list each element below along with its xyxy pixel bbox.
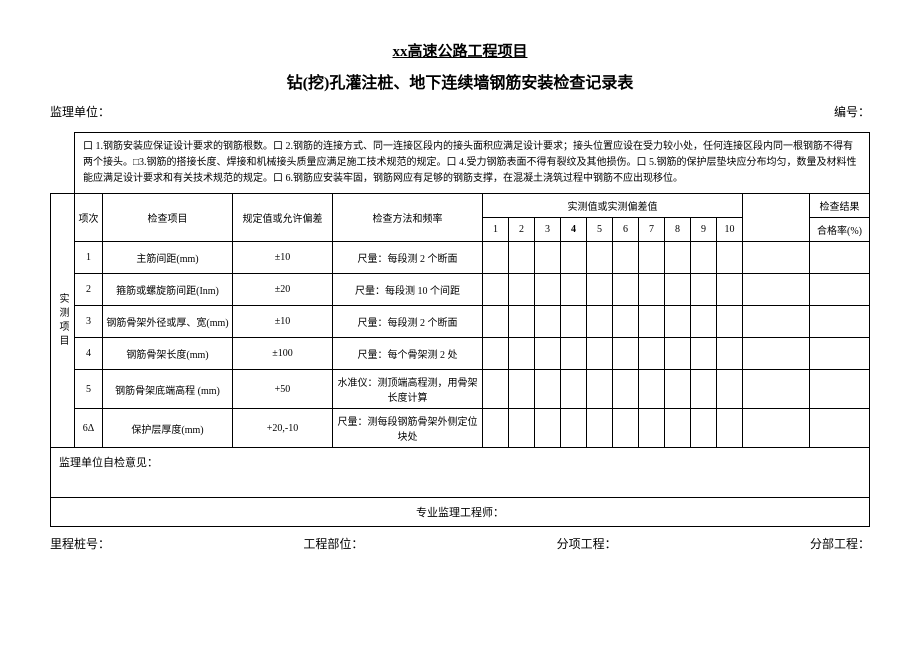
header-row: 监理单位： 编号： bbox=[50, 103, 870, 120]
project-title: xx高速公路工程项目 bbox=[50, 40, 870, 61]
col-3: 3 bbox=[535, 218, 561, 242]
table-row: 3钢筋骨架外径或厚、宽(mm)±10尺量：每段测 2 个断面 bbox=[51, 306, 870, 338]
self-check-cell: 监理单位自检意见： bbox=[51, 448, 870, 498]
col-result: 检查结果 bbox=[810, 194, 870, 218]
table-row: 6Δ保护层厚度(mm)+20,-10尺量：测每段钢筋骨架外侧定位块处 bbox=[51, 409, 870, 448]
supervisor-label: 监理单位： bbox=[50, 103, 110, 120]
table-row: 2箍筋或螺旋筋间距(Inm)±20尺量：每段测 10 个间距 bbox=[51, 274, 870, 306]
table-row: 5钢筋骨架底端高程 (mm)+50水准仪：测顶端高程测，用骨架长度计算 bbox=[51, 370, 870, 409]
col-9: 9 bbox=[691, 218, 717, 242]
vertical-label: 实测项目 bbox=[51, 194, 75, 448]
col-6: 6 bbox=[613, 218, 639, 242]
form-title: 钻(挖)孔灌注桩、地下连续墙钢筋安装检查记录表 bbox=[50, 69, 870, 93]
inspection-table: 口 1.钢筋安装应保证设计要求的钢筋根数。口 2.钢筋的连接方式、同一连接区段内… bbox=[50, 132, 870, 527]
col-4: 4 bbox=[561, 218, 587, 242]
signature-cell: 专业监理工程师： bbox=[51, 498, 870, 527]
col-method: 检查方法和频率 bbox=[333, 194, 483, 242]
footer-div: 分部工程： bbox=[810, 535, 870, 552]
col-1: 1 bbox=[483, 218, 509, 242]
table-row: 4钢筋骨架长度(mm)±100尺量：每个骨架测 2 处 bbox=[51, 338, 870, 370]
col-7: 7 bbox=[639, 218, 665, 242]
notes-cell: 口 1.钢筋安装应保证设计要求的钢筋根数。口 2.钢筋的连接方式、同一连接区段内… bbox=[75, 133, 870, 194]
col-2: 2 bbox=[509, 218, 535, 242]
footer-sub: 分项工程： bbox=[557, 535, 617, 552]
col-tolerance: 规定值或允许偏差 bbox=[233, 194, 333, 242]
col-8: 8 bbox=[665, 218, 691, 242]
col-measured: 实测值或实测偏差值 bbox=[483, 194, 743, 218]
col-seq: 项次 bbox=[75, 194, 103, 242]
footer-mileage: 里程桩号： bbox=[50, 535, 110, 552]
col-5: 5 bbox=[587, 218, 613, 242]
footer-row: 里程桩号： 工程部位： 分项工程： 分部工程： bbox=[50, 535, 870, 552]
table-row: 1主筋间距(mm)±10尺量：每段测 2 个断面 bbox=[51, 242, 870, 274]
col-rate: 合格率(%) bbox=[810, 218, 870, 242]
col-item: 检查项目 bbox=[103, 194, 233, 242]
footer-part: 工程部位： bbox=[303, 535, 363, 552]
col-10: 10 bbox=[717, 218, 743, 242]
serial-label: 编号： bbox=[834, 103, 870, 120]
